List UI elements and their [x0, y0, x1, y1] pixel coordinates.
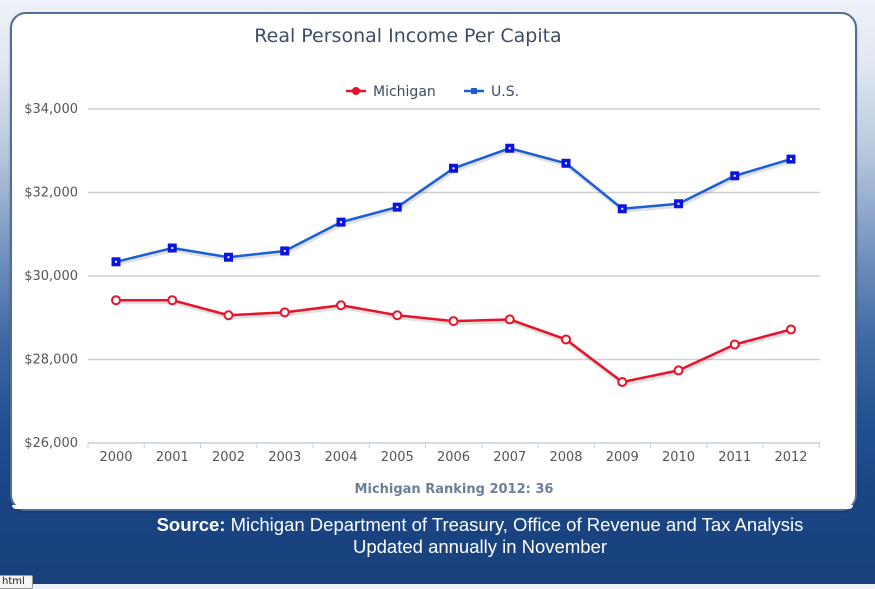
x-axis: 2000 2001 2002 2003 2004 2005 2006 2007 2008 2009…: [87, 442, 820, 465]
x-tick-label: 2005: [381, 450, 414, 465]
data-point: [392, 310, 403, 321]
x-tick-label: 2011: [718, 450, 751, 465]
data-point: [111, 295, 121, 306]
data-point: [561, 334, 571, 345]
data-point: [223, 310, 234, 321]
data-point: [729, 339, 740, 350]
x-tick-label: 2000: [99, 450, 132, 465]
data-point-center: [283, 249, 286, 252]
legend-item-michigan[interactable]: Michigan: [346, 84, 436, 100]
data-point-center: [452, 167, 455, 170]
data-point-center: [677, 202, 680, 205]
data-point-center: [790, 158, 792, 161]
legend-marker-icon: [352, 87, 360, 95]
series-shadow: [117, 300, 793, 387]
line-chart: Real Personal Income Per Capita Michigan…: [24, 25, 820, 497]
data-point-center: [340, 221, 342, 224]
x-tick-label: 2007: [493, 450, 526, 465]
source-note: Source: Michigan Department of Treasury,…: [0, 514, 875, 558]
source-label: Source:: [156, 514, 226, 535]
data-point: [673, 365, 684, 376]
y-tick-label: $28,000: [24, 353, 78, 368]
data-point-center: [171, 247, 174, 250]
data-point-center: [733, 174, 736, 177]
data-point: [786, 324, 796, 335]
legend-item-us[interactable]: U.S.: [464, 84, 519, 100]
chart-subtitle: Michigan Ranking 2012: 36: [355, 482, 554, 497]
x-tick-label: 2008: [549, 450, 582, 465]
series-us: [111, 143, 796, 267]
x-tick-label: 2001: [156, 450, 189, 465]
data-point-center: [115, 260, 117, 263]
status-tab[interactable]: html: [0, 575, 33, 589]
y-tick-label: $26,000: [24, 436, 78, 451]
y-tick-label: $34,000: [24, 102, 78, 117]
data-point-center: [508, 147, 511, 150]
data-point-center: [227, 256, 230, 259]
chart-title: Real Personal Income Per Capita: [254, 25, 561, 47]
x-tick-label: 2012: [774, 450, 807, 465]
x-tick-label: 2003: [268, 450, 301, 465]
data-point: [617, 377, 628, 388]
data-point: [167, 295, 178, 306]
card-edge: [12, 505, 853, 509]
series-michigan: [111, 295, 796, 388]
legend-label: Michigan: [373, 84, 436, 100]
x-tick-label: 2004: [324, 450, 357, 465]
x-tick-label: 2010: [662, 450, 695, 465]
x-tick-label: 2006: [437, 450, 470, 465]
x-tick-label: 2002: [212, 450, 245, 465]
x-tick-label: 2009: [606, 450, 639, 465]
update-note: Updated annually in November: [352, 536, 607, 557]
y-tick-label: $32,000: [24, 186, 78, 201]
gridlines: [88, 108, 820, 444]
legend-marker-icon: [471, 88, 477, 94]
source-text: Michigan Department of Treasury, Office …: [225, 514, 804, 535]
data-point: [448, 316, 459, 327]
y-axis: $26,000 $28,000 $30,000 $32,000 $34,000: [24, 102, 78, 451]
data-point: [279, 307, 290, 318]
data-point: [504, 314, 515, 325]
data-point-center: [565, 162, 567, 165]
legend-label: U.S.: [491, 84, 519, 100]
data-point-center: [396, 206, 399, 209]
series-group: [111, 143, 796, 388]
y-tick-label: $30,000: [24, 269, 78, 284]
chart-card: [10, 12, 857, 511]
legend: Michigan U.S.: [346, 84, 519, 100]
data-point-center: [621, 207, 624, 210]
data-point: [336, 300, 346, 311]
